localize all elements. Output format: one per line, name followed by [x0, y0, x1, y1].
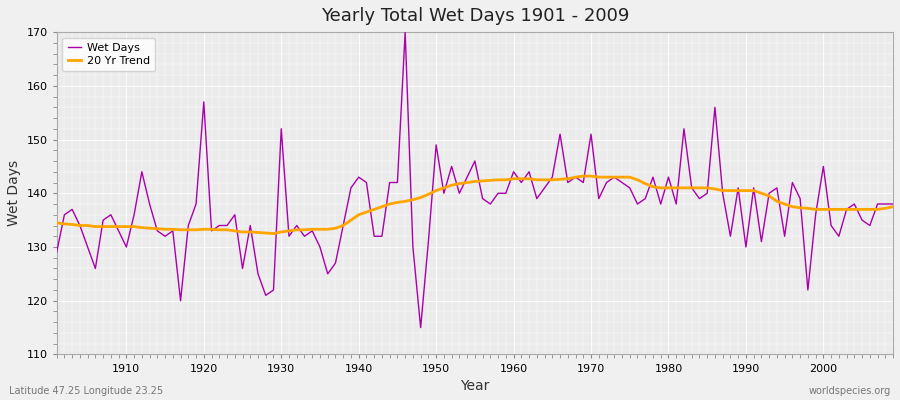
Wet Days — [400, 30, 410, 34]
X-axis label: Year: Year — [460, 379, 490, 393]
20 Yr Trend — [51, 220, 62, 225]
20 Yr Trend — [292, 228, 302, 232]
Text: worldspecies.org: worldspecies.org — [809, 386, 891, 396]
20 Yr Trend — [516, 176, 526, 181]
Text: Latitude 47.25 Longitude 23.25: Latitude 47.25 Longitude 23.25 — [9, 386, 163, 396]
Line: 20 Yr Trend: 20 Yr Trend — [57, 176, 893, 234]
20 Yr Trend — [508, 176, 519, 181]
Wet Days — [330, 261, 341, 266]
Legend: Wet Days, 20 Yr Trend: Wet Days, 20 Yr Trend — [62, 38, 156, 71]
Wet Days — [516, 180, 526, 185]
20 Yr Trend — [887, 204, 898, 209]
Wet Days — [616, 180, 627, 185]
20 Yr Trend — [268, 231, 279, 236]
20 Yr Trend — [338, 223, 348, 228]
Wet Days — [415, 325, 426, 330]
Line: Wet Days: Wet Days — [57, 32, 893, 328]
20 Yr Trend — [616, 175, 627, 180]
Wet Days — [524, 169, 535, 174]
20 Yr Trend — [578, 174, 589, 178]
20 Yr Trend — [113, 224, 124, 229]
Wet Days — [51, 250, 62, 255]
Wet Days — [887, 202, 898, 206]
Wet Days — [113, 228, 124, 233]
Y-axis label: Wet Days: Wet Days — [7, 160, 21, 226]
Wet Days — [284, 234, 294, 239]
Title: Yearly Total Wet Days 1901 - 2009: Yearly Total Wet Days 1901 - 2009 — [320, 7, 629, 25]
